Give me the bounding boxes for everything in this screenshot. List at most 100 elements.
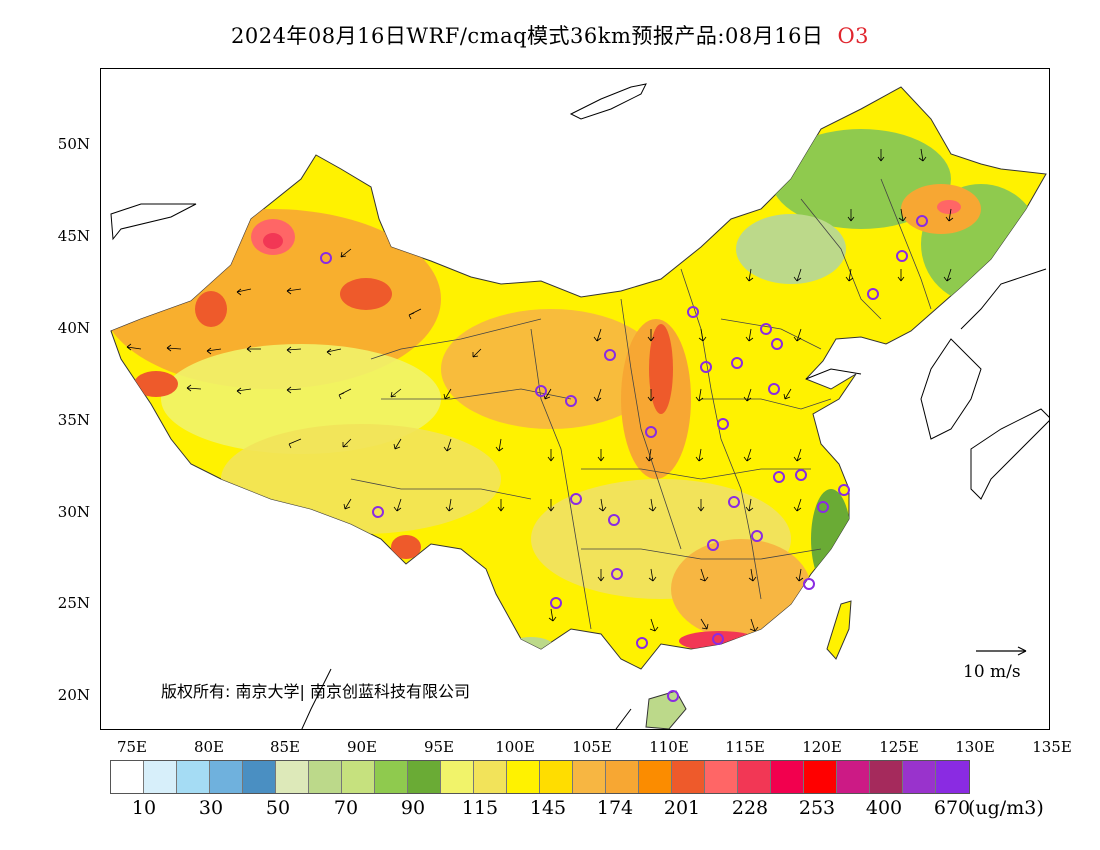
y-tick-label: 45N	[57, 227, 90, 245]
legend-swatch	[903, 761, 936, 793]
x-tick-label: 130E	[955, 738, 995, 756]
legend-label: 70	[333, 797, 359, 819]
city-marker	[550, 597, 562, 609]
y-tick-label: 20N	[57, 686, 90, 704]
city-marker	[611, 568, 623, 580]
sichuan-orange	[391, 535, 421, 559]
city-marker	[838, 484, 850, 496]
copyright-text: 版权所有: 南京大学| 南京创蓝科技有限公司	[161, 682, 470, 701]
province-borders	[350, 178, 932, 630]
x-tick-label: 115E	[725, 738, 765, 756]
legend-swatch	[804, 761, 837, 793]
x-tick-label: 90E	[346, 738, 378, 756]
legend-swatch	[243, 761, 276, 793]
y-tick-label: 50N	[57, 135, 90, 153]
city-marker	[896, 250, 908, 262]
legend-swatch	[441, 761, 474, 793]
city-marker	[700, 361, 712, 373]
city-marker	[771, 338, 783, 350]
burma-coast	[301, 668, 332, 729]
city-marker	[803, 578, 815, 590]
taiwan-island	[826, 600, 852, 660]
legend-label: 670	[933, 797, 971, 819]
legend-swatch	[639, 761, 672, 793]
wind-scale-label: 10 m/s	[963, 662, 1021, 682]
city-marker	[565, 395, 577, 407]
x-tick-label: 125E	[879, 738, 919, 756]
tibet-light-field	[221, 424, 501, 534]
coastlines	[110, 83, 1049, 729]
korea-coast	[920, 338, 982, 440]
legend-swatch	[705, 761, 738, 793]
city-marker	[760, 323, 772, 335]
city-marker	[916, 215, 928, 227]
legend-swatch	[507, 761, 540, 793]
x-tick-label: 105E	[572, 738, 612, 756]
city-marker	[645, 426, 657, 438]
species-label: O3	[837, 24, 870, 48]
city-marker	[320, 252, 332, 264]
x-tick-label: 100E	[495, 738, 535, 756]
hainan-island	[645, 690, 687, 729]
legend-swatch	[540, 761, 573, 793]
city-marker	[570, 493, 582, 505]
x-tick-label: 95E	[423, 738, 455, 756]
fujian-green-field	[811, 489, 851, 589]
south-orange-field	[671, 539, 811, 639]
vietnam-coast	[615, 708, 632, 729]
legend-swatch	[144, 761, 177, 793]
title-text: 2024年08月16日WRF/cmaq模式36km预报产品:08月16日	[230, 24, 824, 48]
gansu-orange-field	[441, 309, 661, 429]
city-marker	[768, 383, 780, 395]
legend-label: 201	[663, 797, 701, 819]
legend-swatch	[408, 761, 441, 793]
x-tick-label: 110E	[649, 738, 689, 756]
city-marker	[535, 385, 547, 397]
legend-label: 253	[798, 797, 836, 819]
kazakh-coast	[110, 203, 197, 241]
city-marker	[372, 506, 384, 518]
legend-label: 115	[461, 797, 499, 819]
wind-vectors	[126, 148, 954, 632]
legend-swatch	[606, 761, 639, 793]
city-marker	[773, 471, 785, 483]
city-marker	[687, 306, 699, 318]
legend-swatch	[276, 761, 309, 793]
legend-unit: (ug/m3)	[968, 797, 1044, 819]
legend-swatch	[375, 761, 408, 793]
russia-coast	[960, 268, 1047, 330]
legend-swatch	[111, 761, 144, 793]
x-tick-label: 75E	[116, 738, 148, 756]
city-marker	[817, 501, 829, 513]
x-tick-label: 80E	[193, 738, 225, 756]
legend-swatch	[573, 761, 606, 793]
legend-swatch	[474, 761, 507, 793]
hotspot-dzungaria-core	[263, 233, 283, 249]
legend-label: 90	[400, 797, 426, 819]
city-marker	[667, 690, 679, 702]
city-marker	[867, 288, 879, 300]
legend-swatch	[936, 761, 969, 793]
legend-label: 228	[731, 797, 769, 819]
city-marker	[712, 633, 724, 645]
x-tick-label: 135E	[1032, 738, 1072, 756]
shanxi-core	[649, 324, 673, 414]
wind-scale: 10 m/s	[963, 646, 1027, 682]
legend-swatch	[177, 761, 210, 793]
city-marker	[751, 530, 763, 542]
legend-label: 10	[131, 797, 157, 819]
hotspot-tarim-west	[134, 371, 178, 397]
legend-swatch	[342, 761, 375, 793]
legend-swatch	[738, 761, 771, 793]
ne-green-field-2	[736, 214, 846, 284]
y-tick-label: 25N	[57, 594, 90, 612]
color-scale-bar	[110, 760, 970, 794]
y-tick-label: 35N	[57, 411, 90, 429]
legend-label: 145	[529, 797, 567, 819]
map-frame: 版权所有: 南京大学| 南京创蓝科技有限公司 10 m/s	[100, 68, 1050, 730]
x-tick-label: 120E	[802, 738, 842, 756]
city-marker	[604, 349, 616, 361]
legend-swatch	[870, 761, 903, 793]
city-marker	[731, 357, 743, 369]
legend-swatch	[672, 761, 705, 793]
